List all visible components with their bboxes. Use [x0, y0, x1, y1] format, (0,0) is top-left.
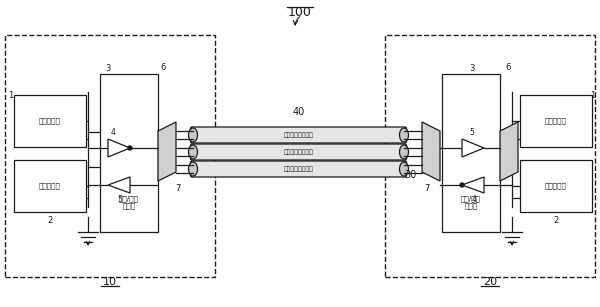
- FancyBboxPatch shape: [191, 127, 407, 143]
- Text: 6: 6: [505, 63, 511, 72]
- Ellipse shape: [188, 145, 197, 159]
- Text: 4: 4: [110, 128, 115, 137]
- Text: 10: 10: [103, 277, 117, 287]
- Text: 3: 3: [469, 64, 475, 73]
- Circle shape: [128, 146, 132, 150]
- Polygon shape: [422, 122, 440, 181]
- Bar: [5, 35, 215, 277]
- Text: 电源地对传输线路: 电源地对传输线路: [284, 132, 314, 138]
- Text: 5: 5: [118, 195, 122, 204]
- Text: 1: 1: [8, 91, 13, 99]
- Text: 7: 7: [175, 184, 181, 193]
- Circle shape: [460, 183, 464, 187]
- Text: 差分信号传输线路: 差分信号传输线路: [284, 149, 314, 155]
- Bar: [442, 74, 500, 232]
- Ellipse shape: [400, 145, 409, 159]
- Text: 功能电路块: 功能电路块: [39, 183, 61, 189]
- Bar: [520, 95, 592, 147]
- FancyBboxPatch shape: [191, 144, 407, 160]
- Polygon shape: [462, 177, 484, 193]
- Bar: [14, 95, 86, 147]
- Text: 5: 5: [470, 128, 475, 137]
- Text: 差分信号传输线路: 差分信号传输线路: [284, 166, 314, 172]
- Text: 20: 20: [483, 277, 497, 287]
- Polygon shape: [108, 177, 130, 193]
- Text: 6: 6: [160, 63, 166, 72]
- Ellipse shape: [400, 128, 409, 142]
- Text: 2: 2: [47, 216, 53, 225]
- Text: 功能电路块: 功能电路块: [545, 183, 567, 189]
- Text: 2: 2: [553, 216, 559, 225]
- Text: 电源电路块: 电源电路块: [39, 118, 61, 124]
- Text: 4: 4: [472, 195, 476, 204]
- Text: 30: 30: [404, 170, 416, 180]
- Bar: [100, 74, 158, 232]
- Polygon shape: [500, 122, 518, 181]
- Polygon shape: [108, 139, 130, 157]
- Text: 输入/输出
电路块: 输入/输出 电路块: [119, 195, 139, 209]
- Text: 输入/输出
电路块: 输入/输出 电路块: [461, 195, 481, 209]
- Polygon shape: [462, 139, 484, 157]
- Text: 7: 7: [424, 184, 430, 193]
- Ellipse shape: [188, 128, 197, 142]
- Text: 3: 3: [106, 64, 110, 73]
- Polygon shape: [158, 122, 176, 181]
- Bar: [385, 35, 595, 277]
- Text: 40: 40: [293, 107, 305, 117]
- Text: 电源电路块: 电源电路块: [545, 118, 567, 124]
- Text: 1: 1: [590, 91, 595, 99]
- Ellipse shape: [400, 162, 409, 176]
- Bar: [520, 160, 592, 212]
- Bar: [14, 160, 86, 212]
- Text: 100: 100: [288, 6, 312, 18]
- Ellipse shape: [188, 162, 197, 176]
- FancyBboxPatch shape: [191, 161, 407, 177]
